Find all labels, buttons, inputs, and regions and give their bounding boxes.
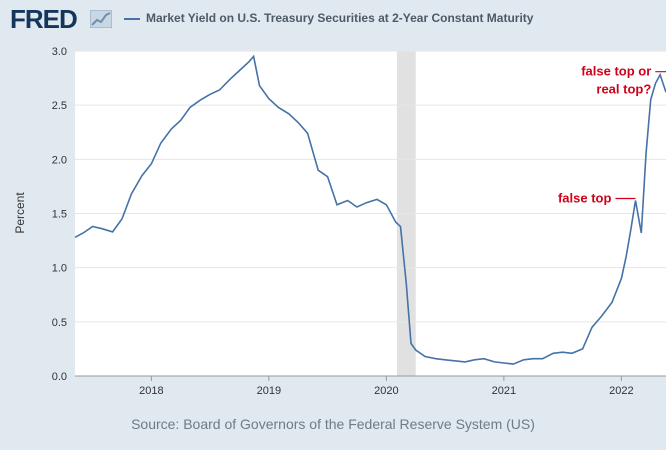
x-tick-label: 2020 — [374, 385, 398, 397]
chart-legend: Market Yield on U.S. Treasury Securities… — [124, 11, 533, 25]
fred-logo[interactable]: FRED — [10, 4, 78, 34]
y-tick-label: 1.0 — [52, 263, 67, 275]
x-tick-label: 2019 — [257, 385, 281, 397]
legend-swatch — [124, 17, 140, 20]
x-tick-label: 2021 — [492, 385, 516, 397]
source-note: Source: Board of Governors of the Federa… — [131, 416, 535, 432]
legend-label: Market Yield on U.S. Treasury Securities… — [146, 11, 534, 25]
annotation-false-or-real-top: real top? — [596, 82, 651, 97]
y-tick-label: 0.0 — [52, 371, 67, 383]
y-tick-label: 0.5 — [52, 317, 67, 329]
series-line — [74, 54, 666, 365]
yield-chart: 0.0 0.5 1.0 1.5 2.0 2.5 3.0 2018 2019 2020 2021 202… — [13, 46, 666, 397]
annotation-false-top: false top — [558, 191, 612, 206]
x-tick-label: 2022 — [609, 385, 633, 397]
y-tick-label: 3.0 — [52, 46, 67, 58]
chart-header: FRED Market Yield on U.S. Treasury Secur… — [0, 0, 666, 40]
annotation-false-or-real-top: false top or — [581, 64, 651, 79]
y-tick-label: 1.5 — [52, 209, 67, 221]
y-axis-label: Percent — [13, 192, 27, 234]
y-tick-label: 2.5 — [52, 100, 67, 112]
x-tick-label: 2018 — [139, 385, 163, 397]
y-tick-label: 2.0 — [52, 154, 67, 166]
fred-chart-icon — [90, 10, 112, 28]
